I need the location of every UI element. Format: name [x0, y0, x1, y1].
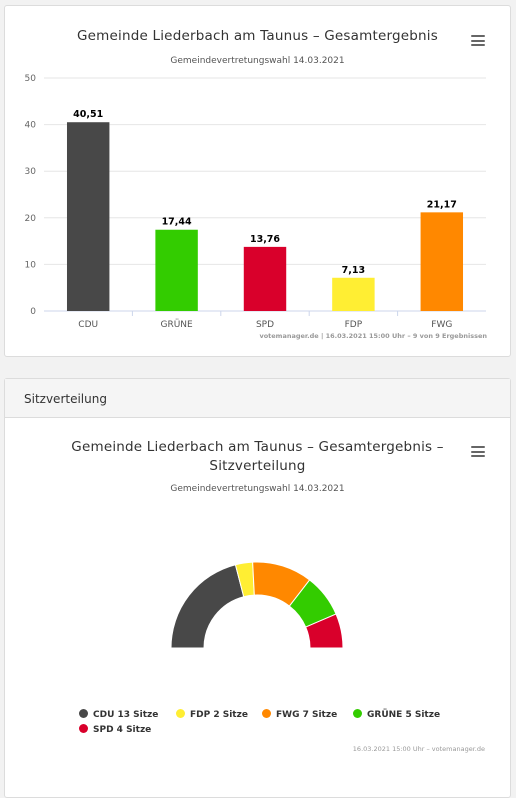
legend-dot — [353, 709, 362, 718]
seat-chart-credit[interactable]: 16.03.2021 15:00 Uhr – votemanager.de — [352, 745, 485, 753]
seat-chart-title-line1: Gemeinde Liederbach am Taunus – Gesamter… — [71, 439, 444, 455]
data-label: 13,76 — [250, 234, 280, 245]
result-chart-panel: Gemeinde Liederbach am Taunus – Gesamter… — [4, 5, 511, 357]
seat-panel-header: Sitzverteilung — [5, 379, 510, 418]
y-tick-label: 10 — [25, 260, 37, 270]
legend-item-spd[interactable]: SPD 4 Sitze — [79, 724, 151, 735]
x-tick-label: SPD — [256, 320, 274, 330]
y-tick-label: 30 — [25, 167, 37, 177]
bar-chart-subtitle: Gemeindevertretungswahl 14.03.2021 — [170, 56, 345, 66]
bar-chart-credit[interactable]: votemanager.de | 16.03.2021 15:00 Uhr – … — [259, 332, 487, 340]
legend-item-gruene[interactable]: GRÜNE 5 Sitze — [353, 709, 440, 720]
data-label: 40,51 — [73, 109, 103, 120]
x-tick-label: FWG — [431, 320, 452, 330]
legend-label: SPD 4 Sitze — [93, 725, 152, 735]
y-tick-label: 40 — [25, 121, 37, 131]
x-tick-label: CDU — [78, 320, 98, 330]
legend-label: FDP 2 Sitze — [190, 710, 248, 720]
seat-slice-cdu — [170, 564, 245, 649]
legend-dot — [79, 709, 88, 718]
seat-distribution-panel: Sitzverteilung Gemeinde Liederbach am Ta… — [4, 378, 511, 798]
legend-label: CDU 13 Sitze — [93, 710, 159, 720]
y-tick-label: 0 — [30, 307, 36, 317]
data-label: 17,44 — [162, 217, 192, 228]
seat-chart-menu-icon[interactable] — [471, 446, 485, 457]
legend-dot — [262, 709, 271, 718]
seat-panel-title: Sitzverteilung — [24, 392, 107, 406]
y-tick-label: 50 — [25, 74, 37, 84]
data-label: 21,17 — [427, 199, 457, 210]
legend-dot — [176, 709, 185, 718]
legend-item-cdu[interactable]: CDU 13 Sitze — [79, 709, 158, 720]
bar-cdu — [66, 122, 110, 312]
seat-chart-title-line2: Sitzverteilung — [209, 458, 306, 474]
bar-chart-title: Gemeinde Liederbach am Taunus – Gesamter… — [77, 28, 438, 44]
legend-item-fdp[interactable]: FDP 2 Sitze — [176, 709, 248, 720]
bar-fdp — [332, 277, 375, 311]
x-tick-label: FDP — [345, 320, 363, 330]
legend-dot — [79, 724, 88, 733]
x-tick-label: GRÜNE — [160, 319, 193, 330]
y-tick-label: 20 — [25, 214, 37, 224]
seat-chart-subtitle: Gemeindevertretungswahl 14.03.2021 — [170, 484, 345, 494]
seat-legend: CDU 13 Sitze FDP 2 Sitze FWG 7 Sitze GRÜ… — [5, 709, 510, 739]
bar-fwg — [420, 212, 464, 311]
legend-item-fwg[interactable]: FWG 7 Sitze — [262, 709, 337, 720]
legend-label: GRÜNE 5 Sitze — [367, 710, 441, 720]
bar-chart-menu-icon[interactable] — [471, 35, 485, 46]
bar-chart: 0 10 20 30 40 50 40,51 CDU 17,44 GRÜNE 13,76 SPD 7,1… — [25, 74, 486, 330]
seat-chart — [170, 561, 344, 649]
bar-grüne — [155, 229, 198, 311]
bar-spd — [243, 246, 287, 311]
legend-label: FWG 7 Sitze — [276, 710, 338, 720]
seat-slice-spd — [305, 613, 344, 649]
data-label: 7,13 — [342, 265, 365, 276]
